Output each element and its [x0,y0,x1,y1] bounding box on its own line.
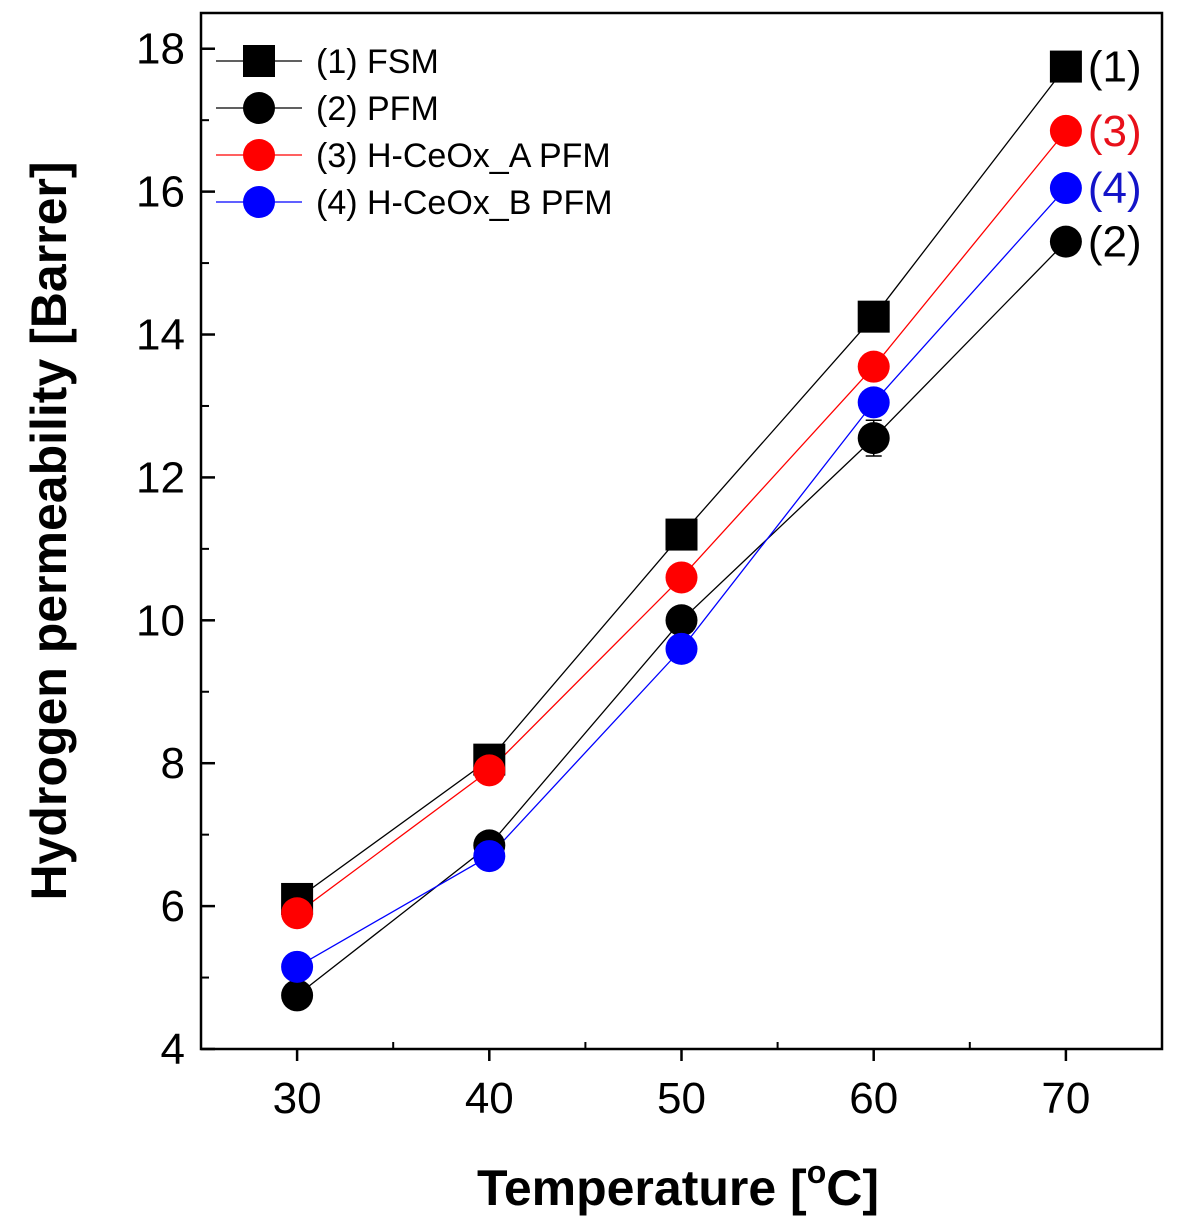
legend-marker [243,139,275,171]
legend-label: (4) H-CeOx_B PFM [316,184,613,222]
y-tick-label: 8 [161,739,185,788]
series-3-point [665,561,698,594]
series-2-point [281,979,314,1012]
x-axis-title: Temperature [oC] [477,1154,879,1216]
legend-marker [243,45,275,77]
legend-item: (4) H-CeOx_B PFM [216,184,613,222]
series-3-point [281,897,314,930]
y-tick-label: 18 [136,25,185,74]
series-2-point [857,422,890,455]
legend-marker [243,92,275,124]
legend-label: (2) PFM [316,90,439,128]
x-axis-title-superscript: o [807,1154,827,1190]
series-3-point [473,754,506,787]
y-tick-label: 14 [136,311,185,360]
series-3-point [857,350,890,383]
series-4-point [281,950,314,983]
x-tick-label: 50 [657,1074,706,1123]
x-tick-label: 30 [273,1074,322,1123]
plot-area: (1) (2) (3) (4) (1) FSM (2) PFM (3) H-CeOx_A P… [216,43,1142,1012]
y-axis-title: Hydrogen permeability [Barrer] [21,161,77,900]
y-tick-label: 16 [136,168,185,217]
y-tick-label: 4 [161,1025,185,1074]
x-axis-title-main: Temperature [ [477,1160,807,1216]
legend-label: (1) FSM [316,43,439,81]
y-tick-label: 10 [136,596,185,645]
series-1-end-label: (1) [1088,43,1142,92]
series-4-point [665,632,698,665]
series-4-point [473,840,506,873]
series-2-point [665,604,698,637]
series-2-point [1049,225,1082,258]
series-3-end-label: (3) [1088,107,1142,156]
series-3-point [1049,114,1082,147]
y-tick-label: 12 [136,453,185,502]
series-4-point [1049,172,1082,205]
x-tick-label: 40 [465,1074,514,1123]
legend-item: (2) PFM [216,90,439,128]
series-1-point [665,518,698,551]
x-axis-title-unit: C] [826,1160,879,1216]
x-tick-label: 70 [1041,1074,1090,1123]
legend-label: (3) H-CeOx_A PFM [316,137,611,175]
series-1-point [857,300,890,333]
series-1-point [1049,50,1082,83]
legend-item: (1) FSM [216,43,439,81]
legend: (1) FSM (2) PFM (3) H-CeOx_A PFM (4) H-CeOx… [216,43,613,222]
axes: 30 40 50 60 70 4 6 8 10 12 14 16 18 [136,11,1164,1123]
series-4-point [857,386,890,419]
legend-item: (3) H-CeOx_A PFM [216,137,611,175]
x-tick-label: 60 [849,1074,898,1123]
legend-marker [243,186,275,218]
series-2-end-label: (2) [1088,218,1142,267]
series-4-end-label: (4) [1088,164,1142,213]
y-tick-label: 6 [161,882,185,931]
